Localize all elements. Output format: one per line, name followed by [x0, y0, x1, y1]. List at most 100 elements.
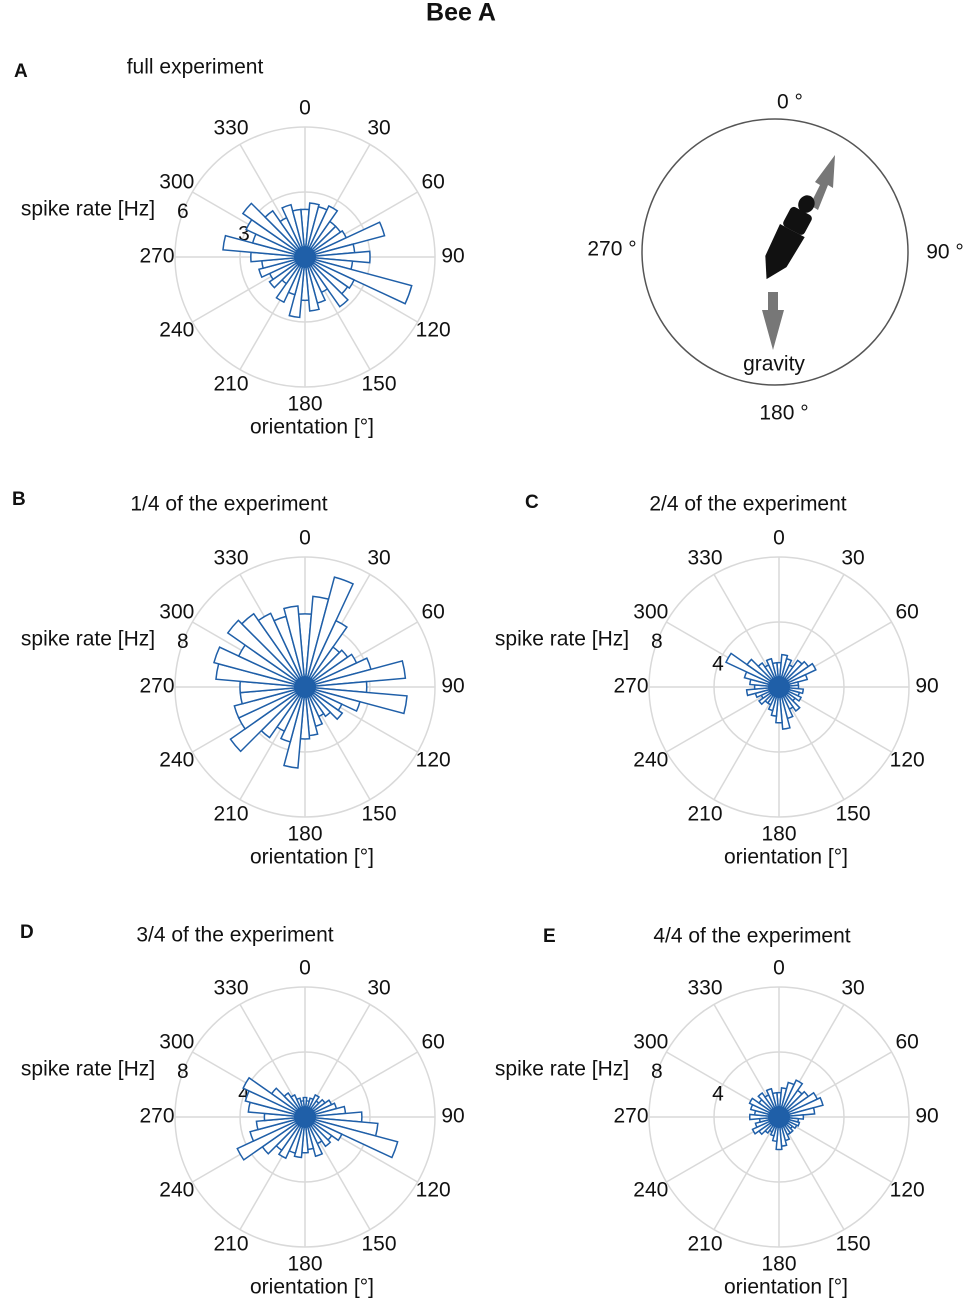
r-axis-label: spike rate [Hz]: [495, 628, 629, 651]
theta-tick-label: 330: [687, 546, 722, 569]
theta-tick-label: 90: [915, 675, 938, 698]
theta-tick-label: 0: [773, 957, 785, 980]
theta-tick-label: 180: [761, 1253, 796, 1276]
grid-circle: [174, 556, 436, 818]
bar: [241, 202, 306, 258]
bar: [242, 1076, 306, 1118]
theta-tick-label: 270: [139, 245, 174, 268]
grid-circle: [648, 986, 910, 1248]
polar-chart: E 4/4 of the experiment 0 30 60 90 120 150 180 21…: [495, 925, 939, 1299]
theta-tick-label: 0: [299, 527, 311, 550]
bar: [775, 686, 783, 724]
r-axis-label: spike rate [Hz]: [21, 1058, 155, 1081]
theta-tick-label: 300: [633, 1031, 668, 1054]
theta-tick-label: 0: [773, 527, 785, 550]
r-tick-label: 6: [177, 200, 189, 223]
bar: [281, 203, 306, 258]
theta-tick-label: 150: [361, 1233, 396, 1256]
center-dot: [294, 1106, 316, 1128]
orientation-diagram: 0 ° 90 ° 180 ° 270 ° gravity: [587, 91, 963, 425]
panel-label: D: [20, 922, 34, 943]
theta-tick-label: 60: [421, 601, 444, 624]
theta-tick-label: 90: [441, 245, 464, 268]
theta-tick-label: 180: [761, 823, 796, 846]
bar: [268, 256, 306, 289]
chart-title: 4/4 of the experiment: [653, 925, 850, 948]
theta-tick-label: 60: [895, 601, 918, 624]
bar: [229, 686, 306, 753]
theta-tick-label: 150: [835, 1233, 870, 1256]
theta-tick-label: 180: [287, 393, 322, 416]
r-tick-label: 4: [712, 652, 724, 675]
theta-tick-label: 330: [213, 546, 248, 569]
theta-tick-label: 180: [287, 823, 322, 846]
grid-circle: [239, 1051, 371, 1183]
theta-tick-label: 210: [213, 1233, 248, 1256]
theta-tick-label: 90: [915, 1105, 938, 1128]
theta-tick-label: 30: [841, 546, 864, 569]
theta-tick-label: 240: [159, 1179, 194, 1202]
bar: [778, 1096, 824, 1118]
r-tick-label: 4: [712, 1082, 724, 1105]
theta-tick-label: 300: [159, 601, 194, 624]
theta-tick-label: 90: [441, 675, 464, 698]
theta-tick-label: 180: [287, 1253, 322, 1276]
theta-tick-label: 210: [687, 803, 722, 826]
r-tick-label: 8: [177, 630, 189, 653]
bar: [304, 250, 371, 264]
theta-tick-label: 90: [441, 1105, 464, 1128]
theta-tick-label: 120: [416, 749, 451, 772]
theta-tick-label: 240: [159, 319, 194, 342]
panel-label: A: [14, 61, 28, 82]
theta-tick-label: 30: [367, 546, 390, 569]
theta-tick-label: 270: [139, 675, 174, 698]
theta-tick-label: 330: [687, 976, 722, 999]
r-tick-label: 8: [177, 1060, 189, 1083]
bee: [765, 195, 815, 280]
gravity-arrow: [762, 292, 784, 350]
grid-circle: [174, 986, 436, 1248]
bar: [226, 619, 306, 688]
angle-label: 0 °: [777, 91, 803, 114]
r-tick-label: 8: [651, 1060, 663, 1083]
bar: [255, 1116, 306, 1131]
bar: [257, 612, 306, 688]
angle-label: 90 °: [926, 241, 964, 264]
center-dot: [768, 1106, 790, 1128]
theta-tick-label: 270: [613, 1105, 648, 1128]
grid-circle: [174, 126, 436, 388]
theta-tick-label: 240: [633, 1179, 668, 1202]
bar: [304, 660, 407, 688]
bar: [304, 686, 344, 721]
grid-circle: [713, 1051, 845, 1183]
figure-title: Bee A: [426, 0, 496, 27]
angle-label: 180 °: [759, 402, 808, 425]
theta-tick-label: 300: [159, 171, 194, 194]
bar: [249, 1116, 306, 1143]
theta-tick-label: 0: [299, 957, 311, 980]
theta-tick-label: 30: [367, 976, 390, 999]
chart-title: full experiment: [127, 56, 264, 79]
bar: [291, 208, 306, 258]
theta-tick-label: 330: [213, 976, 248, 999]
center-dot: [294, 246, 316, 268]
theta-tick-label: 150: [835, 803, 870, 826]
theta-tick-label: 270: [613, 675, 648, 698]
theta-tick-label: 330: [213, 116, 248, 139]
center-dot: [768, 676, 790, 698]
theta-tick-label: 270: [139, 1105, 174, 1128]
r-axis-label: spike rate [Hz]: [21, 628, 155, 651]
chart-title: 1/4 of the experiment: [130, 493, 327, 516]
bar: [264, 209, 306, 258]
gravity-label: gravity: [743, 353, 805, 376]
bar: [240, 612, 306, 688]
theta-axis-label: orientation [°]: [724, 846, 848, 869]
panel-label: C: [525, 492, 539, 513]
polar-chart: D 3/4 of the experiment 0 30 60 90 120 150 180 21…: [20, 922, 465, 1299]
polar-chart: B 1/4 of the experiment 0 30 60 90 120 150 180 21…: [12, 489, 465, 869]
r-axis-label: spike rate [Hz]: [21, 198, 155, 221]
bar: [283, 605, 306, 688]
theta-tick-label: 120: [416, 1179, 451, 1202]
